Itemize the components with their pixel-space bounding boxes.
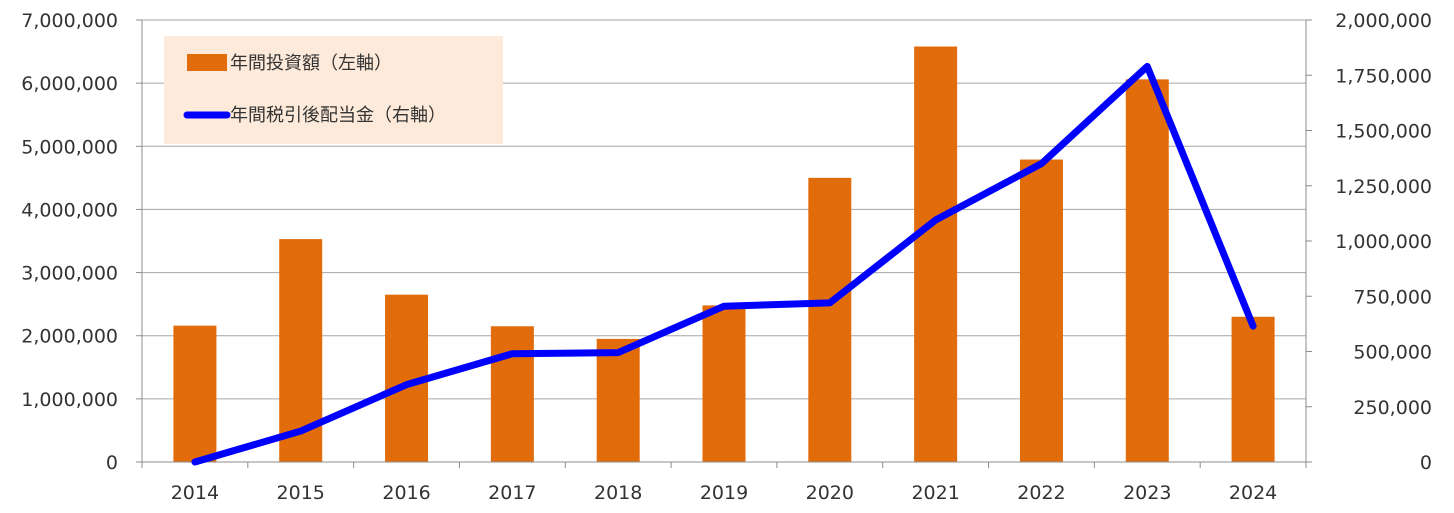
- left-tick-label: 7,000,000: [21, 10, 118, 32]
- x-tick-label: 2020: [806, 482, 854, 504]
- axes: [136, 19, 1312, 468]
- left-tick-label: 3,000,000: [21, 263, 118, 285]
- x-tick-label: 2018: [594, 482, 642, 504]
- bar-2021: [914, 46, 958, 463]
- x-tick-label: 2014: [171, 482, 219, 504]
- x-tick-label: 2021: [911, 482, 959, 504]
- bar-2022: [1019, 159, 1063, 462]
- legend-bar-swatch: [187, 54, 227, 71]
- left-tick-label: 1,000,000: [21, 389, 118, 411]
- bar-series: [173, 46, 1275, 463]
- x-tick-label: 2019: [700, 482, 748, 504]
- left-tick-label: 2,000,000: [21, 326, 118, 348]
- legend: 年間投資額（左軸） 年間税引後配当金（右軸）: [164, 36, 503, 144]
- x-tick-label: 2022: [1017, 482, 1065, 504]
- line-series: [191, 62, 1257, 466]
- bar-2020: [808, 177, 852, 462]
- legend-line-label: 年間税引後配当金（右軸）: [230, 105, 446, 126]
- left-tick-label: 6,000,000: [21, 73, 118, 95]
- right-tick-label: 2,000,000: [1335, 10, 1432, 32]
- left-axis-ticks: 0 1,000,000 2,000,000 3,000,000 4,000,000 5,0…: [21, 10, 118, 474]
- right-tick-label: 1,750,000: [1335, 65, 1432, 87]
- x-tick-label: 2016: [382, 482, 430, 504]
- right-tick-label: 0: [1420, 452, 1432, 474]
- legend-bar-label: 年間投資額（左軸）: [230, 53, 392, 74]
- x-tick-label: 2023: [1123, 482, 1171, 504]
- right-tick-label: 500,000: [1353, 342, 1432, 364]
- right-tick-label: 250,000: [1353, 397, 1432, 419]
- bar-2014: [173, 325, 217, 462]
- bar-2023: [1125, 79, 1169, 463]
- right-tick-label: 1,500,000: [1335, 121, 1432, 143]
- left-tick-label: 4,000,000: [21, 199, 118, 221]
- dividend-line: [191, 62, 1257, 466]
- right-tick-label: 1,000,000: [1335, 231, 1432, 253]
- right-axis-ticks: 0 250,000 500,000 750,000 1,000,000 1,250,000…: [1335, 10, 1432, 474]
- x-tick-label: 2015: [277, 482, 325, 504]
- right-tick-label: 750,000: [1353, 286, 1432, 308]
- left-tick-label: 0: [106, 452, 118, 474]
- bar-2018: [596, 338, 640, 462]
- x-tick-label: 2024: [1229, 482, 1277, 504]
- bar-2019: [702, 305, 746, 462]
- bar-2017: [490, 326, 534, 462]
- left-tick-label: 5,000,000: [21, 136, 118, 158]
- x-tick-label: 2017: [488, 482, 536, 504]
- right-tick-label: 1,250,000: [1335, 176, 1432, 198]
- bar-2024: [1231, 316, 1275, 462]
- x-axis-ticks: 2014 2015 2016 2017 2018 2019 2020 2021 2022 2023…: [171, 482, 1278, 504]
